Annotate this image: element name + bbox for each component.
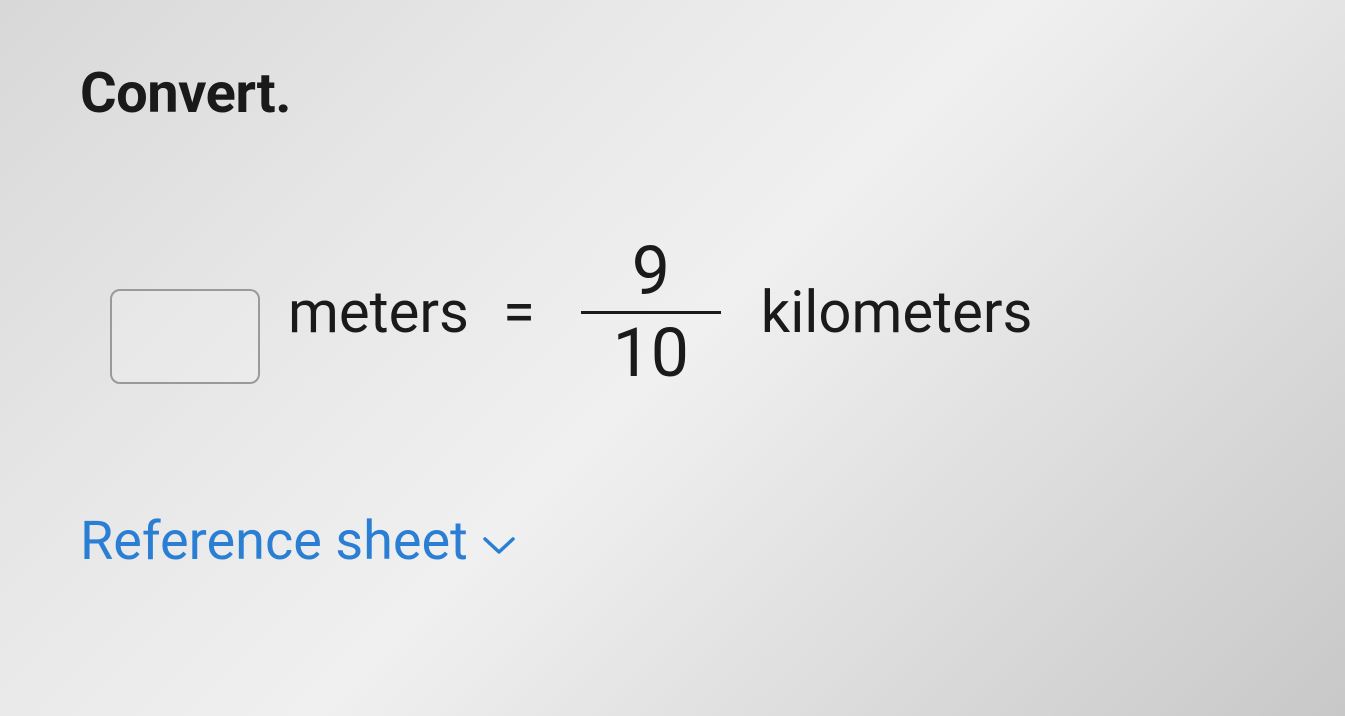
fraction-numerator: 9 — [618, 236, 684, 307]
equation-row: meters = 9 10 kilometers — [110, 236, 1265, 390]
equals-sign: = — [503, 284, 535, 342]
fraction: 9 10 — [581, 236, 721, 390]
left-unit-label: meters — [288, 284, 469, 342]
chevron-down-icon — [482, 535, 516, 557]
answer-input[interactable] — [110, 289, 260, 384]
reference-sheet-label: Reference sheet — [80, 510, 468, 573]
reference-sheet-link[interactable]: Reference sheet — [80, 510, 516, 573]
fraction-denominator: 10 — [599, 318, 703, 389]
right-unit-label: kilometers — [761, 284, 1033, 342]
prompt-title: Convert. — [80, 60, 1265, 126]
